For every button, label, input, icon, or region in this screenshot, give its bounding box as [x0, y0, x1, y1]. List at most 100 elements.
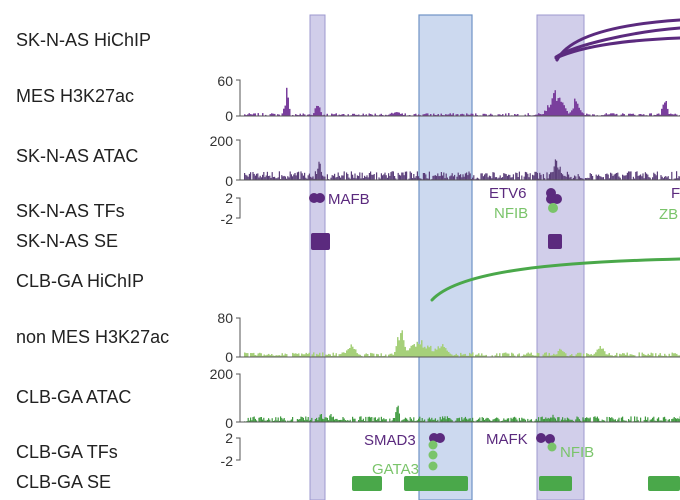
signal-bar	[455, 420, 457, 422]
signal-bar	[402, 419, 404, 422]
signal-bar	[328, 420, 330, 422]
signal-bar	[443, 347, 445, 357]
signal-bar	[374, 417, 376, 422]
signal-bar	[258, 417, 260, 422]
signal-bar	[331, 175, 333, 180]
signal-bar	[468, 171, 470, 180]
signal-bar	[290, 174, 292, 180]
sknas-atac-ymin: 0	[225, 173, 233, 189]
signal-bar	[677, 355, 679, 357]
signal-bar	[485, 173, 487, 180]
signal-bar	[395, 112, 397, 116]
signal-bar	[665, 418, 667, 422]
signal-bar	[512, 417, 514, 422]
signal-bar	[599, 346, 601, 357]
signal-bar	[278, 355, 280, 357]
signal-bar	[425, 174, 427, 180]
track-label-sknas-hichip: SK-N-AS HiChIP	[16, 30, 152, 50]
signal-bar	[398, 112, 400, 116]
signal-bar	[613, 113, 615, 116]
signal-bar	[523, 354, 525, 357]
signal-bar	[397, 112, 399, 116]
signal-bar	[340, 177, 342, 180]
signal-bar	[647, 174, 649, 180]
signal-bar	[656, 171, 658, 180]
signal-bar	[331, 113, 333, 116]
signal-bar	[654, 420, 656, 422]
signal-bar	[434, 348, 436, 357]
signal-bar	[301, 173, 303, 180]
signal-bar	[311, 177, 313, 180]
signal-bar	[502, 177, 504, 180]
track-label-clbga-tfs: CLB-GA TFs	[16, 442, 118, 462]
signal-bar	[624, 175, 626, 180]
signal-bar	[281, 353, 283, 357]
signal-bar	[466, 355, 468, 357]
signal-bar	[461, 113, 463, 116]
signal-bar	[617, 419, 619, 422]
signal-bar	[418, 176, 420, 180]
signal-bar	[451, 420, 453, 422]
signal-bar	[278, 420, 280, 422]
signal-bar	[577, 174, 579, 180]
signal-bar	[562, 102, 564, 116]
signal-bar	[460, 114, 462, 116]
signal-bar	[556, 160, 558, 180]
signal-bar	[382, 419, 384, 422]
signal-bar	[550, 417, 552, 422]
signal-bar	[323, 419, 325, 422]
signal-bar	[436, 349, 438, 357]
signal-bar	[262, 174, 264, 180]
signal-bar	[446, 177, 448, 180]
signal-bar	[506, 175, 508, 180]
clbga-se-block	[404, 476, 468, 491]
signal-bar	[254, 113, 256, 116]
signal-bar	[269, 419, 271, 422]
signal-bar	[560, 173, 562, 180]
signal-bar	[521, 175, 523, 180]
signal-bar	[578, 352, 580, 357]
signal-bar	[517, 177, 519, 180]
signal-bar	[379, 178, 381, 180]
signal-bar	[637, 175, 639, 180]
signal-bar	[283, 108, 285, 116]
signal-bar	[374, 113, 376, 116]
signal-bar	[509, 174, 511, 180]
signal-bar	[377, 418, 379, 422]
signal-bar	[596, 416, 598, 422]
signal-bar	[554, 418, 556, 422]
signal-bar	[648, 177, 650, 180]
signal-bar	[308, 420, 310, 422]
sknas-se-block	[311, 233, 330, 250]
signal-bar	[469, 114, 471, 116]
signal-bar	[373, 417, 375, 422]
signal-bar	[665, 355, 667, 357]
signal-bar	[492, 419, 494, 422]
signal-bar	[478, 353, 480, 357]
signal-bar	[505, 113, 507, 116]
signal-bar	[269, 355, 271, 357]
signal-bar	[277, 114, 279, 116]
signal-bar	[608, 417, 610, 422]
signal-bar	[446, 114, 448, 116]
signal-bar	[282, 419, 284, 422]
signal-bar	[425, 113, 427, 116]
signal-bar	[475, 178, 477, 180]
signal-bar	[516, 419, 518, 422]
signal-bar	[378, 177, 380, 180]
signal-bar	[522, 418, 524, 422]
signal-bar	[384, 172, 386, 180]
signal-bar	[508, 418, 510, 422]
signal-bar	[259, 417, 261, 422]
signal-bar	[401, 330, 403, 357]
signal-bar	[304, 420, 306, 422]
signal-bar	[548, 418, 550, 422]
signal-bar	[631, 354, 633, 357]
signal-bar	[304, 114, 306, 116]
signal-bar	[670, 113, 672, 116]
signal-bar	[403, 340, 405, 357]
signal-bar	[523, 418, 525, 422]
signal-bar	[583, 419, 585, 422]
signal-bar	[646, 173, 648, 180]
signal-bar	[336, 418, 338, 422]
